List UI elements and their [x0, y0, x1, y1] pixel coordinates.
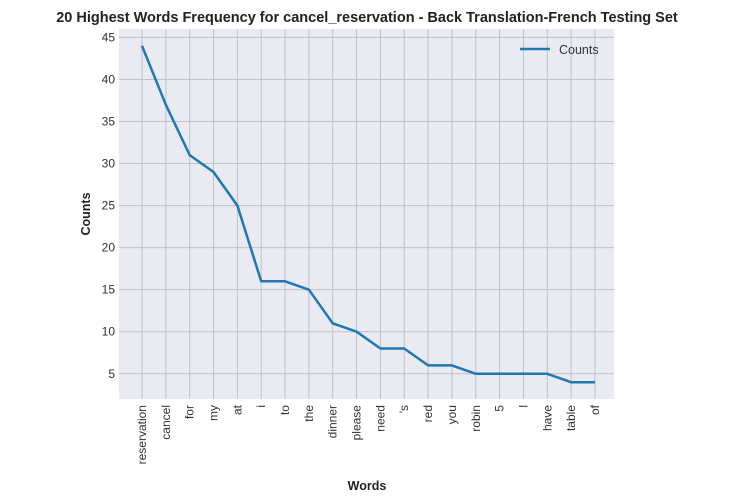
x-tick-label: my [207, 405, 221, 421]
legend-label: Counts [559, 43, 599, 57]
x-tick-label: please [350, 405, 364, 441]
x-tick-labels: reservation cancel for my at i to the dinner plea… [135, 404, 602, 464]
y-tick-label: 40 [102, 72, 116, 86]
x-tick-label: the [302, 405, 316, 422]
series-lines [140, 45, 595, 384]
x-tick-label: for [183, 405, 197, 419]
x-tick-label: at [230, 404, 244, 415]
x-tick-label: 5 [493, 405, 507, 412]
x-tick-label: red [421, 405, 435, 422]
x-tick-label: table [564, 405, 578, 431]
y-tick-label: 15 [102, 283, 116, 297]
y-tick-labels: 5 10 15 20 25 30 35 40 45 [102, 30, 116, 380]
y-tick-label: 20 [102, 241, 116, 255]
x-tick-label: robin [469, 405, 483, 432]
x-tick-label: 's [397, 405, 411, 413]
x-tick-label: reservation [135, 405, 149, 464]
x-tick-label: dinner [326, 405, 340, 438]
chart-title: 20 Highest Words Frequency for cancel_re… [56, 10, 678, 26]
series-line-counts [140, 45, 595, 384]
y-tick-label: 5 [108, 367, 115, 381]
x-tick-label: of [588, 404, 602, 415]
x-tick-label: l [516, 405, 530, 408]
x-tick-label: cancel [159, 405, 173, 440]
x-tick-label: have [540, 405, 554, 431]
x-tick-label: i [254, 405, 268, 408]
x-tick-label: to [278, 405, 292, 415]
plot-area [119, 29, 614, 399]
y-tick-label: 35 [102, 115, 116, 129]
y-axis-label: Counts [79, 192, 93, 235]
y-tick-label: 45 [102, 30, 116, 44]
legend: Counts [520, 43, 599, 57]
y-tick-label: 30 [102, 157, 116, 171]
x-tick-label: you [445, 405, 459, 424]
x-tick-label: need [373, 405, 387, 432]
y-tick-label: 10 [102, 325, 116, 339]
y-tick-label: 25 [102, 199, 116, 213]
x-axis-label: Words [348, 479, 387, 493]
